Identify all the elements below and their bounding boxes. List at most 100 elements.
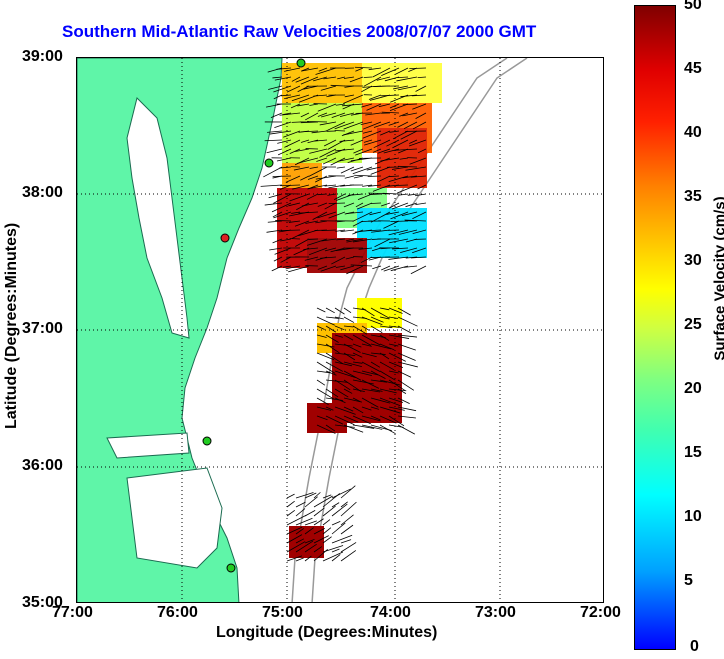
- velocity-arrow: [337, 76, 346, 80]
- velocity-arrow: [316, 388, 335, 400]
- velocity-arrow: [379, 352, 390, 360]
- velocity-arrow: [340, 501, 357, 517]
- velocity-arrow: [321, 229, 337, 232]
- velocity-arrow: [361, 352, 377, 358]
- velocity-arrow: [268, 193, 283, 199]
- velocity-arrow: [370, 325, 383, 334]
- velocity-arrow: [370, 211, 391, 223]
- velocity-arrow: [272, 76, 283, 79]
- velocity-arrow: [354, 66, 373, 69]
- velocity-arrow: [300, 175, 310, 181]
- velocity-arrow: [343, 415, 359, 423]
- velocity-arrow: [379, 424, 396, 435]
- velocity-arrow: [352, 406, 364, 414]
- velocity-arrow: [297, 103, 310, 107]
- velocity-arrow: [274, 76, 292, 81]
- velocity-arrow: [343, 76, 355, 79]
- velocity-arrow: [308, 184, 328, 190]
- velocity-arrow: [322, 494, 332, 499]
- velocity-arrow: [392, 247, 409, 250]
- velocity-arrow: [321, 112, 337, 118]
- velocity-arrow: [322, 157, 337, 165]
- velocity-arrow: [286, 555, 303, 562]
- velocity-arrow: [397, 325, 412, 334]
- velocity-arrow: [311, 130, 328, 134]
- velocity-arrow: [378, 103, 391, 108]
- velocity-arrow: [397, 307, 411, 316]
- velocity-arrow: [343, 307, 352, 313]
- velocity-arrow: [379, 415, 397, 424]
- velocity-arrow: [366, 166, 382, 171]
- velocity-arrow: [323, 76, 337, 80]
- velocity-arrow: [368, 67, 382, 71]
- velocity-arrow: [397, 388, 407, 394]
- velocity-arrow: [343, 316, 355, 323]
- velocity-arrow: [295, 540, 314, 553]
- velocity-arrow: [402, 175, 418, 179]
- colorbar-tick: 5: [684, 572, 693, 589]
- velocity-arrow: [380, 94, 400, 97]
- velocity-arrow: [343, 94, 364, 104]
- velocity-arrow: [316, 424, 336, 434]
- velocity-arrow: [399, 112, 409, 117]
- velocity-arrow: [309, 247, 328, 256]
- velocity-arrow: [370, 406, 380, 410]
- velocity-arrow: [289, 148, 301, 154]
- y-tick-label: 36:00: [22, 457, 63, 474]
- map-plot-area: [76, 57, 604, 603]
- velocity-arrow: [324, 184, 337, 187]
- velocity-arrow: [304, 543, 317, 553]
- velocity-arrow: [362, 130, 373, 134]
- velocity-arrow: [304, 492, 317, 499]
- velocity-arrow: [313, 76, 328, 82]
- station-marker: [296, 58, 306, 68]
- velocity-arrow: [336, 166, 346, 169]
- velocity-arrow: [295, 528, 304, 535]
- velocity-arrow: [397, 85, 418, 91]
- velocity-arrow: [361, 388, 381, 393]
- velocity-arrow: [334, 193, 346, 200]
- velocity-arrow: [325, 361, 344, 372]
- x-tick-label: 76:00: [157, 604, 198, 621]
- velocity-arrow: [304, 256, 319, 261]
- velocity-arrow: [325, 316, 339, 319]
- velocity-arrow: [288, 220, 301, 223]
- velocity-arrow: [289, 238, 301, 240]
- velocity-arrow: [322, 536, 332, 544]
- velocity-arrow: [316, 325, 325, 330]
- velocity-arrow: [273, 85, 292, 93]
- velocity-arrow: [340, 550, 357, 562]
- velocity-arrow: [285, 265, 301, 270]
- velocity-arrow: [325, 415, 344, 425]
- velocity-arrow: [309, 148, 328, 154]
- velocity-arrow: [334, 121, 355, 130]
- velocity-arrow: [271, 202, 292, 213]
- velocity-arrow: [389, 238, 409, 244]
- velocity-arrow: [370, 370, 386, 379]
- velocity-arrow: [361, 343, 372, 347]
- velocity-arrow: [388, 397, 404, 403]
- velocity-arrow: [368, 94, 382, 100]
- velocity-arrow: [343, 121, 364, 130]
- velocity-arrow: [295, 557, 304, 562]
- velocity-arrow: [339, 139, 355, 142]
- velocity-arrow: [403, 265, 418, 268]
- velocity-arrow: [397, 397, 410, 404]
- velocity-arrow: [289, 193, 310, 202]
- velocity-arrow: [319, 121, 337, 126]
- velocity-arrow: [347, 193, 364, 196]
- velocity-arrow: [408, 139, 427, 147]
- velocity-arrow: [350, 139, 364, 146]
- velocity-arrow: [379, 343, 395, 351]
- velocity-arrow: [363, 139, 373, 143]
- velocity-arrow: [369, 193, 382, 195]
- velocity-arrow: [383, 265, 400, 272]
- colorbar-tick: 40: [684, 124, 702, 141]
- velocity-arrow: [352, 166, 373, 175]
- velocity-arrow: [318, 67, 328, 72]
- colorbar-tick: 50: [684, 0, 702, 13]
- velocity-arrow: [284, 67, 301, 72]
- velocity-arrow: [316, 157, 328, 162]
- velocity-arrow: [295, 238, 310, 247]
- velocity-arrow: [343, 388, 353, 394]
